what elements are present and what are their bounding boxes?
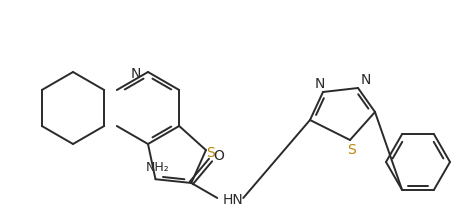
Text: S: S xyxy=(347,143,356,157)
Text: N: N xyxy=(315,77,325,91)
Text: O: O xyxy=(213,149,224,163)
Text: HN: HN xyxy=(223,193,244,207)
Text: S: S xyxy=(206,146,215,160)
Text: N: N xyxy=(131,67,141,81)
Text: NH₂: NH₂ xyxy=(146,161,170,174)
Text: N: N xyxy=(361,73,371,87)
